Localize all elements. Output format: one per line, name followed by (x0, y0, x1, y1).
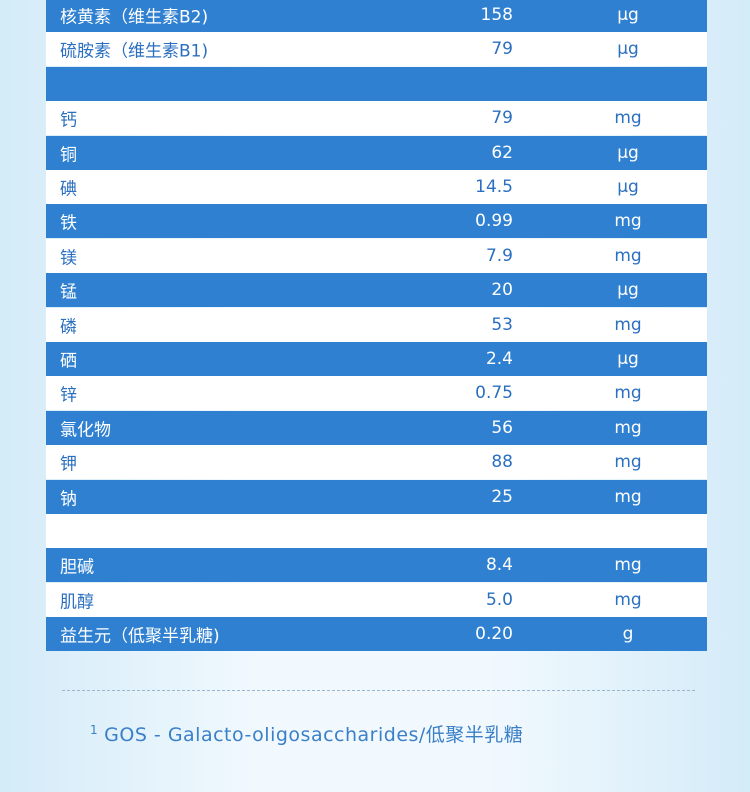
table-row: 肌醇 5.0 mg (46, 582, 707, 617)
nutrient-value: 158 (480, 5, 513, 25)
spacer-row (46, 514, 707, 548)
nutrient-value: 7.9 (485, 245, 513, 266)
table-row: 钾 88 mg (46, 445, 707, 480)
nutrient-value: 14.5 (475, 177, 513, 197)
footnote-marker: 1 (90, 722, 99, 737)
footnote-text: GOS - Galacto-oligosaccharides/低聚半乳糖 (104, 724, 524, 746)
table-row: 锰 20 μg (46, 273, 707, 308)
table-row: 胆碱 8.4 mg (46, 548, 707, 583)
table-row: 益生元（低聚半乳糖) 0.20 g (46, 617, 707, 652)
nutrient-name: 钙 (60, 110, 77, 131)
nutrient-name: 硒 (60, 351, 77, 372)
nutrient-name: 碘 (60, 179, 77, 200)
nutrient-name: 锰 (60, 282, 77, 303)
nutrient-value: 0.99 (475, 211, 513, 232)
nutrient-value: 5.0 (485, 589, 513, 610)
nutrient-value: 20 (491, 280, 513, 301)
nutrient-name: 铜 (60, 145, 77, 166)
nutrient-name: 核黄素（维生素B2) (60, 7, 209, 28)
nutrient-name: 镁 (60, 248, 77, 269)
table-row: 铜 62 μg (46, 135, 707, 170)
nutrient-value: 8.4 (485, 555, 513, 576)
table-row: 镁 7.9 mg (46, 238, 707, 273)
table-row: 硫胺素（维生素B1) 79 μg (46, 32, 707, 67)
nutrient-name: 钠 (60, 489, 77, 510)
nutrient-value: 2.4 (485, 349, 513, 369)
nutrient-name: 钾 (60, 454, 77, 475)
nutrient-name: 铁 (60, 213, 77, 234)
nutrient-name: 益生元（低聚半乳糖) (60, 626, 220, 647)
table-row: 核黄素（维生素B2) 158 μg (46, 0, 707, 32)
table-row: 铁 0.99 mg (46, 204, 707, 239)
nutrient-value: 88 (491, 452, 513, 473)
nutrient-value: 25 (491, 486, 513, 507)
nutrient-name: 氯化物 (60, 420, 111, 441)
nutrient-value: 0.75 (475, 383, 513, 404)
divider (62, 690, 695, 691)
table-row: 磷 53 mg (46, 307, 707, 342)
nutrient-value: 53 (491, 314, 513, 335)
table-row: 硒 2.4 μg (46, 342, 707, 376)
nutrient-name: 胆碱 (60, 557, 94, 578)
nutrient-value: 79 (491, 108, 513, 129)
nutrient-name: 肌醇 (60, 592, 94, 613)
table-row: 钠 25 mg (46, 479, 707, 514)
table-row: 碘 14.5 μg (46, 170, 707, 204)
nutrient-value: 62 (491, 142, 513, 163)
table-row: 锌 0.75 mg (46, 376, 707, 411)
nutrient-name: 磷 (60, 317, 77, 338)
spacer-row (46, 66, 707, 101)
nutrient-value: 79 (491, 39, 513, 60)
table-row: 钙 79 mg (46, 101, 707, 136)
nutrient-name: 锌 (60, 385, 77, 406)
footnote: 1 GOS - Galacto-oligosaccharides/低聚半乳糖 (90, 720, 523, 747)
nutrient-value: 56 (491, 417, 513, 438)
nutrient-name: 硫胺素（维生素B1) (60, 41, 209, 62)
table-row: 氯化物 56 mg (46, 410, 707, 445)
nutrient-value: 0.20 (475, 624, 513, 645)
